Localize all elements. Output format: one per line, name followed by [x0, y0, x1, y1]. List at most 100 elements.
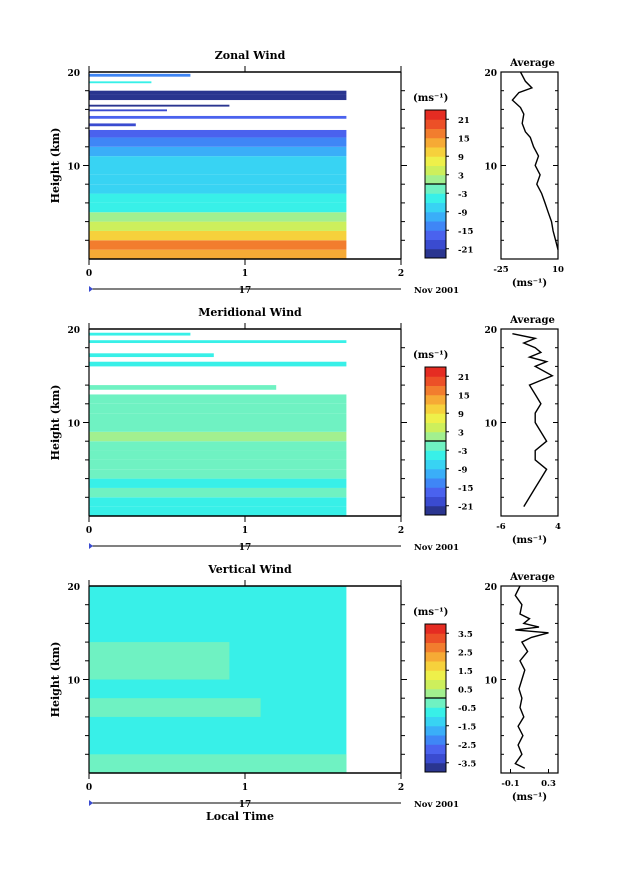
profile-frame [500, 585, 559, 774]
heatmap-band [89, 403, 347, 414]
date-marker-icon [89, 800, 93, 806]
colorbar-swatch [425, 422, 446, 433]
y-tick-label: 10 [67, 420, 80, 430]
heatmap-band [89, 165, 347, 175]
heatmap-band [89, 361, 347, 367]
chart-title: Zonal Wind [215, 49, 286, 62]
colorbar-swatch [425, 174, 446, 185]
heatmap-band [89, 478, 347, 488]
date-label: 17 [239, 800, 252, 810]
colorbar-swatch [425, 744, 446, 754]
colorbar-tick-label: 3 [458, 428, 464, 438]
colorbar-unit: (ms⁻¹) [413, 607, 448, 618]
month-label: Nov 2001 [414, 286, 459, 296]
panel-vertical-wind: Vertical Wind 10 20 0 1 2 17 Nov 2001 Local Time… [49, 563, 559, 823]
colorbar-unit: (ms⁻¹) [413, 93, 448, 104]
profile-title: Average [509, 315, 555, 326]
month-label: Nov 2001 [414, 800, 459, 810]
colorbar-tick-label: -15 [458, 227, 473, 237]
profile-x-tick-label: 10 [552, 265, 564, 275]
colorbar-swatch [425, 661, 446, 671]
colorbar-swatch [425, 404, 446, 414]
colorbar-tick-label: 1.5 [458, 667, 473, 677]
colorbar-tick-label: -0.5 [458, 704, 476, 714]
date-label: 17 [239, 286, 252, 296]
heatmap-band [89, 81, 152, 84]
colorbar-unit: (ms⁻¹) [413, 350, 448, 361]
x-tick-label: 1 [242, 269, 248, 279]
colorbar-swatch [425, 478, 446, 488]
heatmap-band [89, 450, 347, 460]
colorbar-tick-label: -3.5 [458, 759, 476, 769]
colorbar-swatch [425, 394, 446, 405]
colorbar-swatch [425, 633, 446, 643]
colorbar-swatch [425, 725, 446, 736]
x-tick-label: 0 [86, 526, 92, 536]
colorbar-swatch [425, 385, 446, 396]
profile-x-tick-label: 0.3 [541, 779, 556, 789]
panel-zonal-wind: Zonal Wind 10 20 0 1 2 17 Nov 2001 Height (km) (m… [49, 49, 564, 296]
colorbar-tick-label: -9 [458, 465, 468, 475]
month-label: Nov 2001 [414, 543, 459, 553]
x-tick-label: 2 [398, 783, 404, 793]
heatmap-band [89, 230, 347, 241]
colorbar-swatch [425, 431, 446, 442]
profile-y-tick-label: 20 [484, 583, 497, 593]
heatmap-band [89, 109, 167, 112]
heatmap-band [89, 353, 214, 358]
profile-x-tick-label: -0.1 [501, 779, 519, 789]
colorbar-tick-label: 0.5 [458, 685, 473, 695]
y-tick-label: 20 [67, 69, 80, 79]
profile-line [514, 585, 549, 769]
colorbar-swatch [425, 679, 446, 690]
x-tick-label: 0 [86, 269, 92, 279]
profile-x-label: (ms⁻¹) [512, 792, 547, 803]
y-tick-label: 20 [67, 326, 80, 336]
colorbar-tick-label: 2.5 [458, 648, 473, 658]
heatmap-bands [89, 73, 347, 259]
colorbar-swatch [425, 688, 446, 699]
profile-x-label: (ms⁻¹) [512, 278, 547, 289]
colorbar-tick-label: 15 [458, 391, 470, 401]
colorbar-swatch [425, 119, 446, 129]
y-axis-label: Height (km) [49, 128, 62, 204]
colorbar-tick-label: 3.5 [458, 630, 473, 640]
y-axis-label: Height (km) [49, 385, 62, 461]
heatmap-band [89, 212, 347, 222]
heatmap-band [89, 156, 347, 166]
colorbar-tick-label: -21 [458, 502, 473, 512]
profile-y-tick-label: 10 [484, 677, 497, 687]
heatmap-band [89, 431, 347, 442]
colorbar-swatch [425, 230, 446, 240]
colorbar-swatch [425, 459, 446, 470]
colorbar-swatch [425, 753, 446, 764]
colorbar-tick-label: -15 [458, 484, 473, 494]
heatmap-band [89, 115, 347, 119]
profile-y-tick-label: 10 [484, 163, 497, 173]
colorbar-swatch [425, 184, 446, 194]
colorbar-tick-label: 21 [458, 116, 470, 126]
heatmap-band [89, 469, 347, 479]
x-axis-label: Local Time [206, 810, 274, 823]
x-tick-label: 2 [398, 269, 404, 279]
colorbar-tick-label: -2.5 [458, 741, 476, 751]
colorbar-tick-label: 9 [458, 153, 464, 163]
colorbar-swatch [425, 211, 446, 222]
colorbar-swatch [425, 156, 446, 166]
colorbar-swatch [425, 505, 446, 516]
heatmap-band [89, 193, 347, 203]
date-marker-icon [89, 286, 93, 292]
heatmap-band [89, 129, 347, 138]
colorbar-swatch [425, 496, 446, 507]
heatmap-band [89, 642, 230, 680]
heatmap-band [89, 487, 347, 498]
y-tick-label: 10 [67, 163, 80, 173]
profile-title: Average [509, 58, 555, 69]
x-tick-label: 1 [242, 526, 248, 536]
heatmap-band [89, 184, 347, 194]
colorbar-swatch [425, 248, 446, 259]
heatmap-bands [89, 332, 347, 516]
heatmap-band [89, 698, 261, 717]
date-marker-icon [89, 543, 93, 549]
colorbar-swatch [425, 110, 446, 120]
